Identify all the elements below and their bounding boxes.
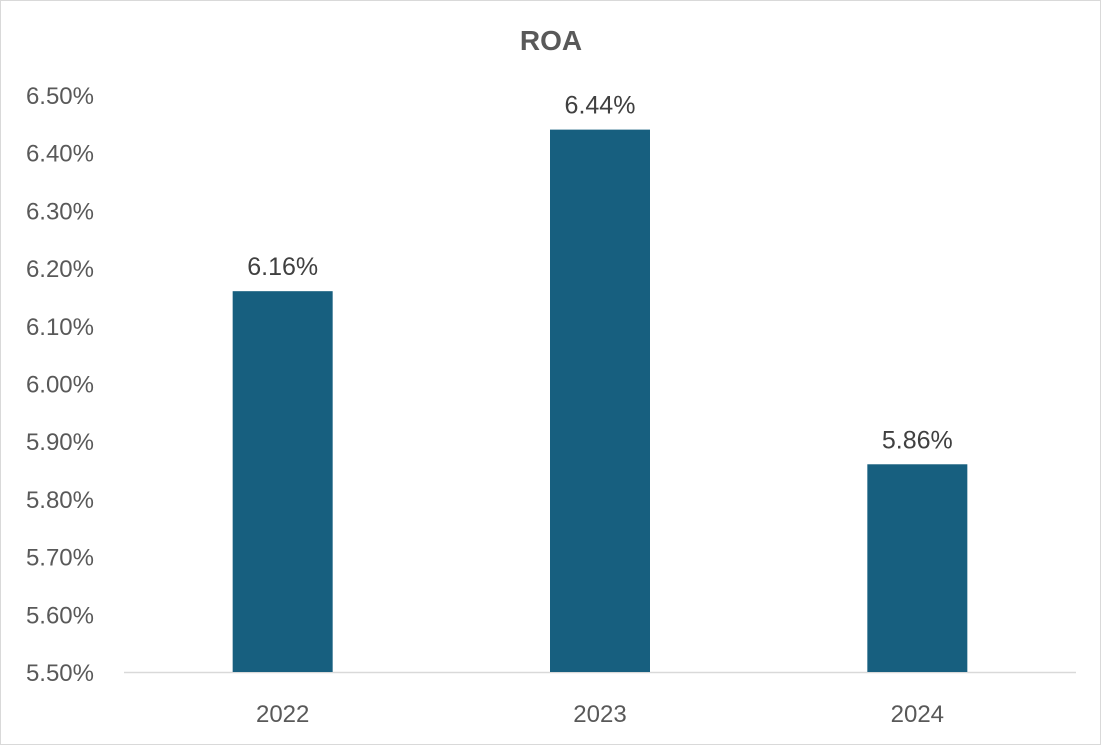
x-tick-label-2023: 2023 xyxy=(573,701,626,728)
y-tick-label: 5.50% xyxy=(26,660,94,687)
y-tick-label: 5.60% xyxy=(26,602,94,629)
data-label-2023: 6.44% xyxy=(565,92,636,120)
y-tick-label: 6.40% xyxy=(26,141,94,168)
bars-group xyxy=(232,129,968,672)
y-tick-label: 5.70% xyxy=(26,545,94,572)
data-label-2022: 6.16% xyxy=(247,253,318,281)
y-tick-label: 5.90% xyxy=(26,429,94,456)
y-tick-label: 6.30% xyxy=(26,198,94,225)
data-label-2024: 5.86% xyxy=(882,426,953,454)
data-labels-group: 6.16% 6.44% 5.86% xyxy=(247,92,953,455)
y-tick-label: 6.10% xyxy=(26,314,94,341)
bar-2023 xyxy=(550,129,650,672)
bar-2024 xyxy=(867,464,968,672)
x-tick-label-2024: 2024 xyxy=(891,701,944,728)
y-tick-label: 5.80% xyxy=(26,487,94,514)
y-tick-label: 6.50% xyxy=(26,83,94,110)
y-tick-label: 6.20% xyxy=(26,256,94,283)
y-tick-label: 6.00% xyxy=(26,372,94,399)
x-tick-label-2022: 2022 xyxy=(256,701,309,728)
x-axis-ticks: 2022 2023 2024 xyxy=(256,701,944,728)
bar-2022 xyxy=(232,291,333,672)
y-axis-ticks: 5.50% 5.60% 5.70% 5.80% 5.90% 6.00% 6.10% 6.20%… xyxy=(26,83,94,687)
chart-title: ROA xyxy=(520,25,582,56)
